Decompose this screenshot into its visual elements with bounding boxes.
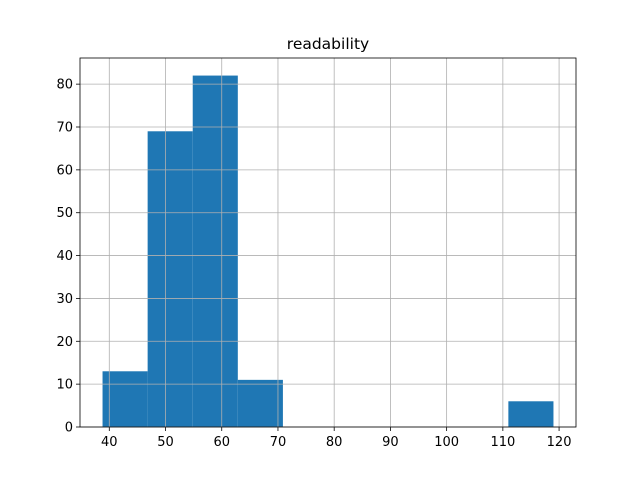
y-tick-label: 10 — [56, 378, 73, 393]
y-tick-label: 80 — [56, 78, 73, 93]
y-tick-label: 30 — [56, 292, 73, 307]
bar — [508, 401, 554, 427]
x-tick-label: 90 — [382, 435, 399, 450]
y-tick-label: 50 — [56, 206, 73, 221]
x-tick-label: 80 — [326, 435, 343, 450]
bar — [102, 371, 148, 427]
y-tick-label: 70 — [56, 121, 73, 136]
x-tick-label: 40 — [101, 435, 118, 450]
y-tick-label: 60 — [56, 163, 73, 178]
bar — [147, 131, 193, 428]
x-tick-label: 110 — [490, 435, 515, 450]
y-tick-label: 40 — [56, 249, 73, 264]
y-tick-label: 0 — [65, 421, 73, 436]
bar — [237, 379, 283, 427]
x-tick-label: 120 — [547, 435, 572, 450]
axes-frame — [79, 57, 577, 428]
x-tick-label: 60 — [213, 435, 230, 450]
x-tick-label: 100 — [434, 435, 459, 450]
chart-title: readability — [287, 35, 369, 53]
bar — [192, 75, 238, 428]
y-tick-label: 20 — [56, 335, 73, 350]
x-tick-label: 70 — [270, 435, 287, 450]
x-tick-label: 50 — [157, 435, 174, 450]
